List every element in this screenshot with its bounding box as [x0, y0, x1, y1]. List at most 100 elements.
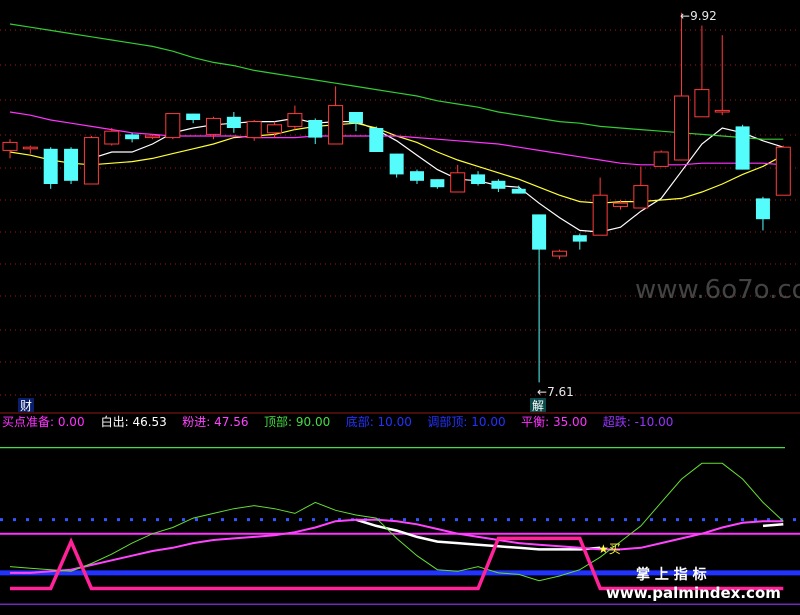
candle [2, 139, 18, 159]
candle [125, 132, 140, 143]
candle [369, 126, 384, 152]
candle [267, 121, 283, 138]
candle-body-up [450, 172, 466, 193]
candle [43, 147, 58, 189]
indicator-header-item: 粉进: 47.56 [182, 415, 248, 429]
candle-body-up [104, 130, 120, 145]
price-grid [0, 29, 800, 396]
candle [22, 145, 38, 154]
candlesticks [2, 12, 791, 383]
candle-body-down [226, 116, 241, 128]
candle [226, 112, 241, 133]
watermark-bottom-url: www.palmindex.com [606, 584, 781, 602]
indicator-line [10, 536, 784, 591]
candle-body-down [43, 148, 58, 184]
watermark-bottom-cn: 掌 上 指 标 [636, 566, 707, 583]
candle-body-down [410, 171, 424, 181]
candle [532, 214, 547, 383]
candle [308, 118, 323, 144]
cai-marker-box [18, 398, 34, 412]
candle-body-down [430, 179, 445, 188]
candle-body-up [674, 95, 690, 161]
candle [653, 150, 669, 167]
candle [83, 136, 99, 185]
candle [633, 166, 649, 209]
candle [144, 134, 160, 140]
candle-body-down [348, 112, 363, 124]
candle-body-down [125, 134, 140, 140]
indicator-header-item: 买点准备: 0.00 [2, 415, 85, 429]
low-marker-text: ←7.61 [537, 385, 574, 399]
candle [551, 249, 567, 260]
indicator-series [9, 462, 784, 591]
jie-marker-box [530, 398, 546, 412]
candle-body-up [206, 117, 221, 135]
indicator-line [355, 518, 784, 551]
candle [471, 171, 486, 186]
candle-body-up [246, 121, 262, 139]
candle-body-down [389, 153, 404, 175]
candle-body-up [694, 89, 710, 118]
indicator-line [10, 518, 784, 574]
candle-body-down [491, 180, 506, 189]
candle [104, 128, 120, 146]
watermark-top: www.6o7o.com [635, 275, 800, 305]
candle-body-down [186, 113, 201, 120]
candle-body-up [165, 113, 181, 139]
low-marker: ←7.61 [537, 385, 574, 399]
candle [714, 35, 730, 116]
candle-body-down [532, 214, 547, 250]
candle-body-up [653, 151, 669, 167]
indicator-header-item: 白出: 46.53 [101, 414, 167, 429]
candle [694, 25, 710, 118]
indicator-header-item: 底部: 10.00 [346, 414, 412, 429]
candle [287, 105, 303, 130]
candle [735, 124, 750, 170]
indicator-line [9, 462, 784, 582]
candle [572, 233, 587, 250]
candle-body-down [471, 174, 486, 184]
candle [491, 179, 506, 192]
candle-body-up [775, 146, 791, 196]
indicator-reference-lines [0, 447, 800, 605]
candle-body-up [144, 135, 160, 139]
candle-body-up [83, 137, 99, 185]
candle-body-up [551, 250, 567, 257]
candle [755, 196, 770, 231]
cai-marker: 财 [20, 399, 32, 413]
candle [206, 116, 221, 140]
candle-body-up [287, 113, 303, 127]
candle [450, 164, 466, 193]
candle [674, 12, 690, 161]
candle-body-up [22, 146, 38, 150]
buy-signal-label: ★买 [598, 542, 621, 556]
candle-body-down [511, 188, 526, 194]
candle [348, 112, 363, 132]
candle [511, 185, 526, 194]
ma-line-ma60 [9, 23, 784, 140]
indicator-header-item: 调部顶: 10.00 [427, 414, 505, 429]
candle [430, 179, 445, 189]
candle-body-down [572, 235, 587, 242]
candle-body-up [592, 194, 608, 236]
indicator-header-item: 平衡: 35.00 [521, 415, 587, 429]
candle-body-up [613, 202, 628, 207]
candle [592, 177, 608, 236]
candle [165, 113, 181, 140]
candle [389, 153, 404, 178]
jie-marker: 解 [532, 399, 544, 413]
indicator-header: 买点准备: 0.00 白出: 46.53 粉进: 47.56 顶部: 90.00 底部:… [2, 414, 673, 429]
candle [613, 200, 628, 210]
candle-body-up [328, 105, 344, 145]
high-marker: ←9.92 [680, 9, 717, 23]
candle-body-down [755, 198, 770, 220]
candle-body-up [2, 141, 18, 151]
candle-body-up [633, 185, 649, 209]
candle [410, 169, 424, 184]
candle [64, 147, 79, 184]
indicator-header-item: 超跌: -10.00 [603, 414, 674, 429]
indicator-header-item: 顶部: 90.00 [264, 414, 330, 429]
high-marker-text: ←9.92 [680, 9, 717, 23]
candle [246, 120, 262, 141]
candle-body-up [714, 109, 730, 113]
